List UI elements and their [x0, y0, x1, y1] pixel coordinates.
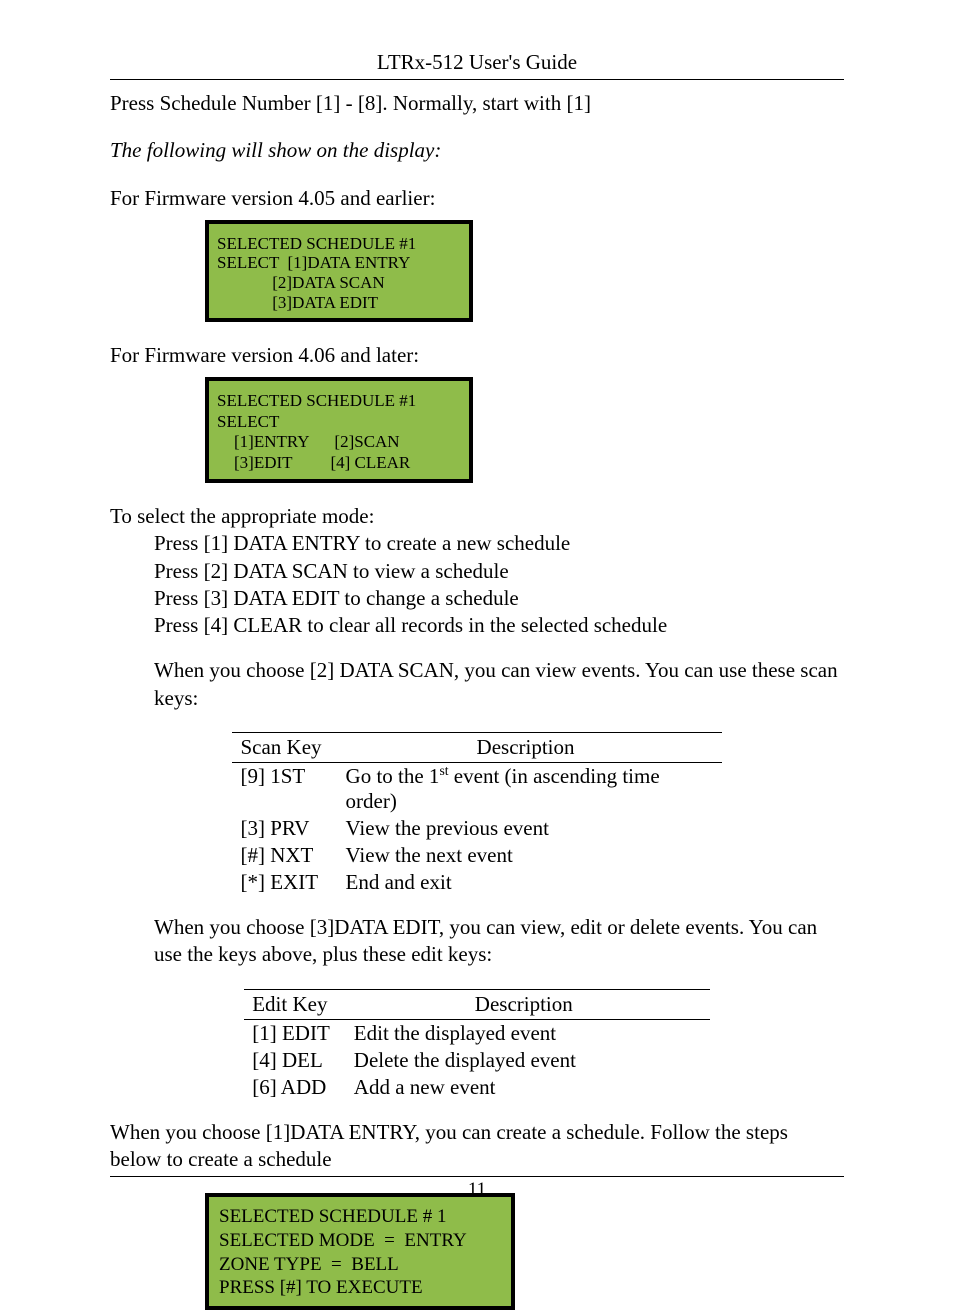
display-line: [3]DATA EDIT	[217, 293, 461, 313]
edit-intro: When you choose [3]DATA EDIT, you can vi…	[154, 914, 844, 969]
intro-line1: Press Schedule Number [1] - [8]. Normall…	[110, 90, 844, 117]
modes-intro: To select the appropriate mode:	[110, 503, 844, 530]
display-line: SELECTED MODE = ENTRY	[219, 1229, 501, 1253]
edit-head-desc: Description	[346, 989, 710, 1019]
table-row: [4] DEL Delete the displayed event	[244, 1047, 710, 1074]
scan-head-desc: Description	[338, 733, 722, 763]
scan-key: [3] PRV	[232, 815, 337, 842]
scan-key: [9] 1ST	[232, 763, 337, 816]
scan-desc: View the previous event	[338, 815, 722, 842]
display-line: SELECTED SCHEDULE # 1	[219, 1205, 501, 1229]
page-number: 11	[0, 1179, 954, 1201]
scan-head-key: Scan Key	[232, 733, 337, 763]
fw405-label: For Firmware version 4.05 and earlier:	[110, 185, 844, 212]
display-line: SELECT [1]DATA ENTRY	[217, 253, 461, 273]
scan-key: [#] NXT	[232, 842, 337, 869]
display-fw406: SELECTED SCHEDULE #1 SELECT [1]ENTRY [2]…	[205, 377, 473, 483]
mode-item: Press [1] DATA ENTRY to create a new sch…	[154, 530, 844, 557]
header-rule	[110, 79, 844, 80]
fw406-label: For Firmware version 4.06 and later:	[110, 342, 844, 369]
display-line: [3]EDIT [4] CLEAR	[217, 453, 461, 473]
display-line: PRESS [#] TO EXECUTE	[219, 1276, 501, 1300]
table-row: [*] EXIT End and exit	[232, 869, 721, 896]
edit-key: [1] EDIT	[244, 1019, 346, 1047]
scan-desc: Go to the 1st event (in ascending time o…	[338, 763, 722, 816]
display-line: [2]DATA SCAN	[217, 273, 461, 293]
display-line: [1]ENTRY [2]SCAN	[217, 432, 461, 452]
display-line: SELECT	[217, 412, 461, 432]
edit-desc: Add a new event	[346, 1074, 710, 1101]
mode-item: Press [4] CLEAR to clear all records in …	[154, 612, 844, 639]
scan-key-table: Scan Key Description [9] 1ST Go to the 1…	[232, 732, 721, 896]
scan-intro: When you choose [2] DATA SCAN, you can v…	[154, 657, 844, 712]
display-line: SELECTED SCHEDULE #1	[217, 391, 461, 411]
modes-list: Press [1] DATA ENTRY to create a new sch…	[154, 530, 844, 639]
header-title: LTRx-512 User's Guide	[110, 50, 844, 75]
mode-item: Press [2] DATA SCAN to view a schedule	[154, 558, 844, 585]
edit-key: [4] DEL	[244, 1047, 346, 1074]
display-line: SELECTED SCHEDULE #1	[217, 234, 461, 254]
scan-desc: End and exit	[338, 869, 722, 896]
table-row: [#] NXT View the next event	[232, 842, 721, 869]
display-entry: SELECTED SCHEDULE # 1 SELECTED MODE = EN…	[205, 1193, 515, 1310]
edit-key-table: Edit Key Description [1] EDIT Edit the d…	[244, 989, 710, 1101]
footer-rule	[110, 1176, 844, 1177]
display-fw405: SELECTED SCHEDULE #1 SELECT [1]DATA ENTR…	[205, 220, 473, 322]
intro-line2: The following will show on the display:	[110, 137, 844, 164]
display-line: ZONE TYPE = BELL	[219, 1253, 501, 1277]
edit-desc: Edit the displayed event	[346, 1019, 710, 1047]
entry-intro: When you choose [1]DATA ENTRY, you can c…	[110, 1119, 844, 1174]
table-row: [3] PRV View the previous event	[232, 815, 721, 842]
edit-desc: Delete the displayed event	[346, 1047, 710, 1074]
scan-desc: View the next event	[338, 842, 722, 869]
edit-head-key: Edit Key	[244, 989, 346, 1019]
table-row: [1] EDIT Edit the displayed event	[244, 1019, 710, 1047]
table-row: [6] ADD Add a new event	[244, 1074, 710, 1101]
edit-key: [6] ADD	[244, 1074, 346, 1101]
mode-item: Press [3] DATA EDIT to change a schedule	[154, 585, 844, 612]
scan-key: [*] EXIT	[232, 869, 337, 896]
table-row: [9] 1ST Go to the 1st event (in ascendin…	[232, 763, 721, 816]
